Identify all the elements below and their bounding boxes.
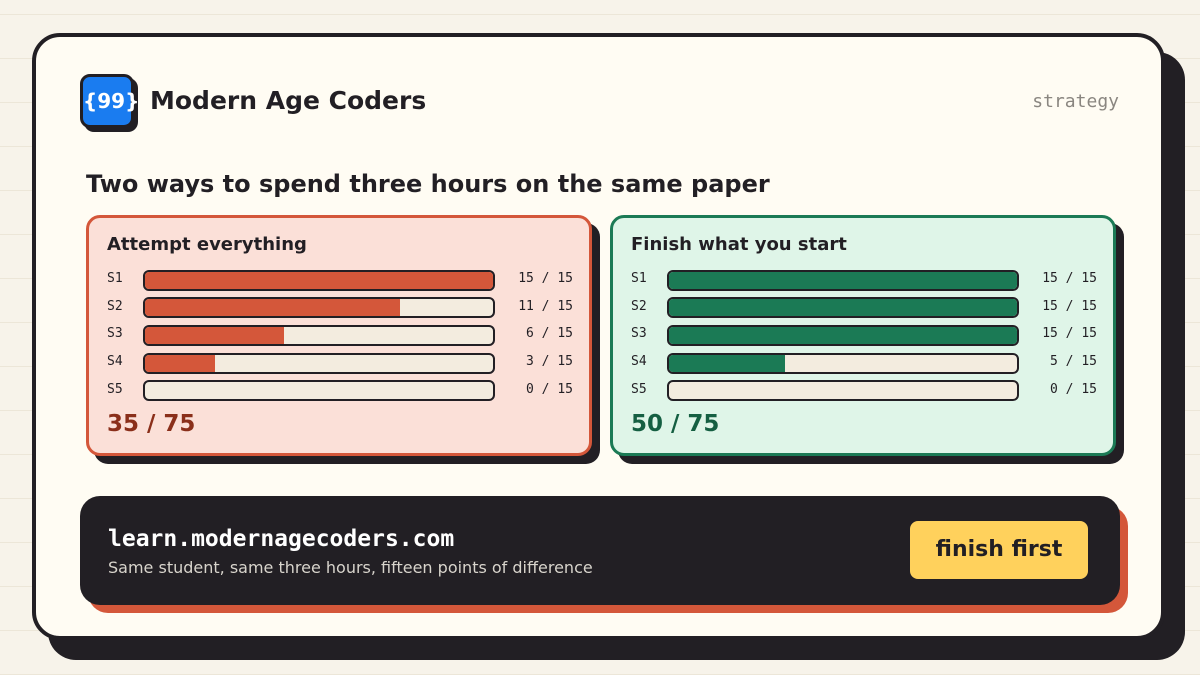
panel-total: 50 / 75 bbox=[631, 411, 720, 437]
row-value: 15 / 15 bbox=[1042, 326, 1097, 342]
bar bbox=[145, 354, 215, 372]
row-label: S3 bbox=[107, 326, 123, 342]
bar-track bbox=[667, 269, 1019, 291]
bar bbox=[669, 299, 1017, 317]
row-label: S4 bbox=[107, 354, 123, 370]
caption: Same student, same three hours, fifteen … bbox=[108, 558, 593, 577]
panel: Attempt everything S1 15 / 15 S2 11 / 15 S3 6 … bbox=[86, 215, 592, 456]
footer: learn.modernagecoders.com Same student, … bbox=[80, 496, 1120, 605]
row-label: S2 bbox=[631, 298, 647, 314]
brand: Modern Age Coders bbox=[150, 86, 427, 115]
heading: Two ways to spend three hours on the sam… bbox=[86, 170, 770, 198]
row-value: 11 / 15 bbox=[518, 298, 573, 314]
row-value: 15 / 15 bbox=[518, 271, 573, 286]
row-value: 0 / 15 bbox=[1050, 381, 1097, 397]
row-label: S5 bbox=[107, 381, 123, 397]
panel-title: Attempt everything bbox=[107, 234, 307, 255]
url: learn.modernagecoders.com bbox=[108, 526, 455, 552]
bar-track bbox=[667, 380, 1019, 402]
bar-track bbox=[143, 380, 495, 402]
row-label: S5 bbox=[631, 381, 647, 397]
bar bbox=[145, 299, 401, 317]
button[interactable]: finish first bbox=[910, 521, 1088, 579]
bar bbox=[669, 326, 1017, 344]
panel: Finish what you start S1 15 / 15 S2 15 / 15 S… bbox=[610, 215, 1116, 456]
bar-track bbox=[143, 324, 495, 346]
bar bbox=[145, 326, 285, 344]
bar-track bbox=[143, 269, 495, 291]
panel-total: 35 / 75 bbox=[107, 411, 196, 437]
bar-track bbox=[143, 352, 495, 374]
bar bbox=[145, 271, 493, 289]
bar-track bbox=[667, 352, 1019, 374]
row-value: 15 / 15 bbox=[1042, 271, 1097, 286]
row-value: 3 / 15 bbox=[526, 354, 573, 370]
row-value: 0 / 15 bbox=[526, 381, 573, 397]
row-label: S4 bbox=[631, 354, 647, 370]
row-label: S2 bbox=[107, 298, 123, 314]
row-value: 5 / 15 bbox=[1050, 354, 1097, 370]
bar-track bbox=[143, 297, 495, 319]
tag: strategy bbox=[1032, 91, 1119, 112]
bar-track bbox=[667, 297, 1019, 319]
bar-track bbox=[667, 324, 1019, 346]
row-value: 15 / 15 bbox=[1042, 298, 1097, 314]
bar bbox=[669, 354, 785, 372]
row-label: S1 bbox=[107, 271, 123, 286]
row-label: S1 bbox=[631, 271, 647, 286]
panel-title: Finish what you start bbox=[631, 234, 847, 255]
bar bbox=[669, 271, 1017, 289]
logo: {99} bbox=[80, 74, 139, 128]
row-label: S3 bbox=[631, 326, 647, 342]
row-value: 6 / 15 bbox=[526, 326, 573, 342]
